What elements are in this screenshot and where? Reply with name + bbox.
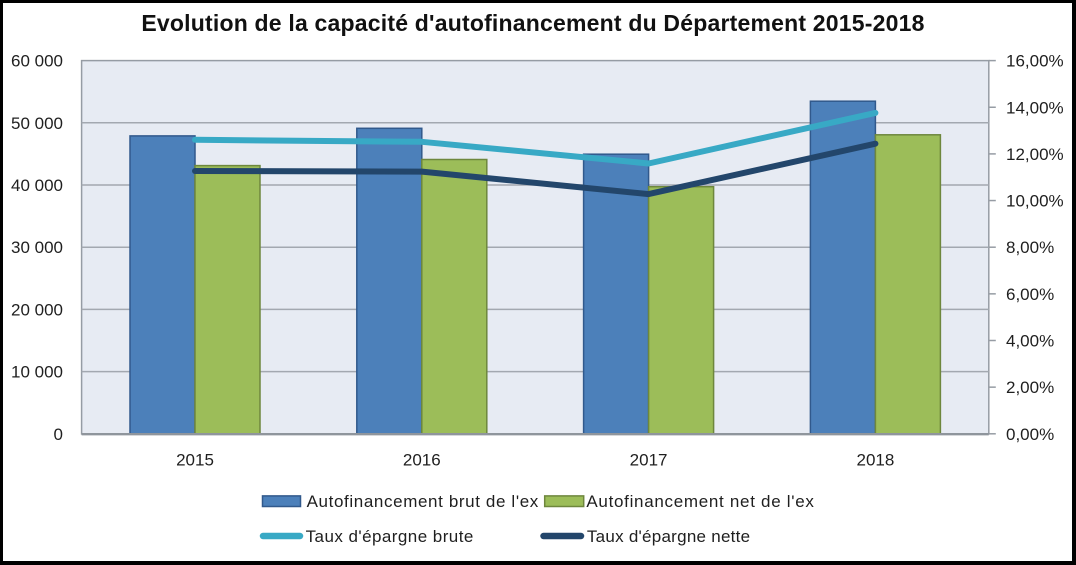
svg-text:10,00%: 10,00% bbox=[1006, 192, 1064, 211]
svg-text:2,00%: 2,00% bbox=[1006, 378, 1054, 397]
svg-text:4,00%: 4,00% bbox=[1006, 332, 1054, 351]
svg-text:Taux d'épargne nette: Taux d'épargne nette bbox=[587, 527, 750, 546]
svg-text:2016: 2016 bbox=[403, 451, 441, 470]
svg-text:Evolution de la capacité d'aut: Evolution de la capacité d'autofinanceme… bbox=[141, 10, 924, 36]
svg-text:2018: 2018 bbox=[856, 451, 894, 470]
svg-text:Taux d'épargne brute: Taux d'épargne brute bbox=[306, 527, 474, 546]
svg-text:30 000: 30 000 bbox=[11, 238, 63, 257]
svg-text:50 000: 50 000 bbox=[11, 114, 63, 133]
svg-text:Autofinancement net de l'ex: Autofinancement net de l'ex bbox=[586, 492, 814, 511]
svg-text:40 000: 40 000 bbox=[11, 176, 63, 195]
svg-text:10 000: 10 000 bbox=[11, 363, 63, 382]
svg-text:Autofinancement brut de l'ex: Autofinancement brut de l'ex bbox=[307, 492, 539, 511]
svg-text:16,00%: 16,00% bbox=[1006, 52, 1064, 71]
svg-text:2017: 2017 bbox=[630, 451, 668, 470]
svg-text:0: 0 bbox=[54, 425, 63, 444]
svg-text:0,00%: 0,00% bbox=[1006, 425, 1054, 444]
svg-text:20 000: 20 000 bbox=[11, 300, 63, 319]
svg-text:60 000: 60 000 bbox=[11, 52, 63, 71]
svg-text:14,00%: 14,00% bbox=[1006, 98, 1064, 117]
svg-text:2015: 2015 bbox=[176, 451, 214, 470]
svg-text:12,00%: 12,00% bbox=[1006, 145, 1064, 164]
svg-text:6,00%: 6,00% bbox=[1006, 285, 1054, 304]
svg-text:8,00%: 8,00% bbox=[1006, 238, 1054, 257]
